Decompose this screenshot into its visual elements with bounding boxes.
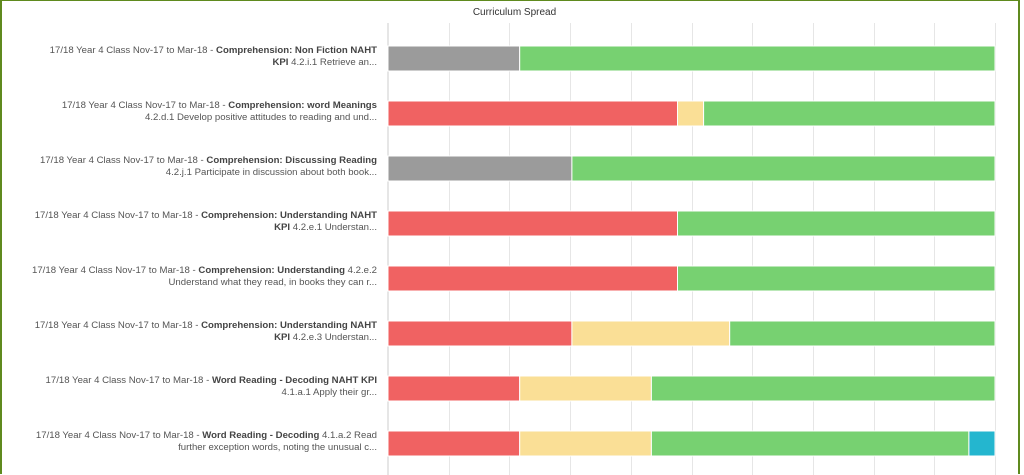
category-label-strand: Comprehension: Understanding NAHT KPI	[201, 210, 377, 233]
bar-segment[interactable]	[677, 210, 996, 237]
category-label: 17/18 Year 4 Class Nov-17 to Mar-18 - Wo…	[32, 375, 377, 399]
bar-segment[interactable]	[387, 265, 678, 292]
category-label-strand: Comprehension: Non Fiction NAHT KPI	[216, 45, 377, 68]
category-label: 17/18 Year 4 Class Nov-17 to Mar-18 - Co…	[32, 100, 377, 124]
category-label-detail: 4.2.e.1 Understan...	[290, 222, 377, 233]
category-label: 17/18 Year 4 Class Nov-17 to Mar-18 - Co…	[32, 45, 377, 69]
bar-segment[interactable]	[650, 375, 996, 402]
category-label-prefix: 17/18 Year 4 Class Nov-17 to Mar-18 -	[40, 155, 207, 166]
category-label-prefix: 17/18 Year 4 Class Nov-17 to Mar-18 -	[61, 100, 229, 111]
bar-segment[interactable]	[519, 430, 652, 457]
bar-segment[interactable]	[703, 100, 996, 127]
category-label-detail: 4.2.e.3 Understan...	[290, 332, 377, 343]
bar-segment[interactable]	[387, 320, 573, 347]
category-label-prefix: 17/18 Year 4 Class Nov-17 to Mar-18 -	[49, 45, 217, 56]
bar-segment[interactable]	[387, 375, 521, 402]
chart-title: Curriculum Spread	[472, 7, 557, 18]
category-label: 17/18 Year 4 Class Nov-17 to Mar-18 - Wo…	[32, 430, 377, 454]
category-label-detail: 4.2.j.1 Participate in discussion about …	[165, 167, 377, 178]
category-label-detail: 4.1.a.2 Read further exception words, no…	[178, 430, 377, 453]
category-label-strand: Word Reading - Decoding	[202, 430, 320, 441]
bar-segment[interactable]	[571, 320, 731, 347]
category-label: 17/18 Year 4 Class Nov-17 to Mar-18 - Co…	[32, 210, 377, 234]
bar-segment[interactable]	[519, 375, 652, 402]
category-label: 17/18 Year 4 Class Nov-17 to Mar-18 - Co…	[32, 320, 377, 344]
bar-segment[interactable]	[387, 210, 678, 237]
category-label-detail: 4.2.d.1 Develop positive attitudes to re…	[144, 112, 377, 123]
category-label-prefix: 17/18 Year 4 Class Nov-17 to Mar-18 -	[35, 430, 203, 441]
category-label-detail: 4.2.i.1 Retrieve an...	[288, 57, 377, 68]
bar-segment[interactable]	[677, 100, 705, 127]
category-label-strand: Word Reading - Decoding NAHT KPI	[211, 375, 377, 386]
bar-segment[interactable]	[677, 265, 996, 292]
bar-segment[interactable]	[729, 320, 996, 347]
category-label: 17/18 Year 4 Class Nov-17 to Mar-18 - Co…	[32, 265, 377, 289]
category-label: 17/18 Year 4 Class Nov-17 to Mar-18 - Co…	[32, 155, 377, 179]
category-label-prefix: 17/18 Year 4 Class Nov-17 to Mar-18 -	[34, 210, 202, 221]
bar-segment[interactable]	[387, 100, 678, 127]
bar-segment[interactable]	[968, 430, 996, 457]
category-label-prefix: 17/18 Year 4 Class Nov-17 to Mar-18 -	[45, 375, 212, 386]
category-label-strand: Comprehension: word Meanings	[228, 100, 377, 111]
category-label-strand: Comprehension: Discussing Reading	[206, 155, 377, 166]
bar-segment[interactable]	[387, 45, 521, 72]
bar-segment[interactable]	[650, 430, 970, 457]
category-label-strand: Comprehension: Understanding NAHT KPI	[201, 320, 377, 343]
bar-segment[interactable]	[387, 430, 521, 457]
category-label-detail: 4.1.a.1 Apply their gr...	[281, 387, 377, 398]
category-label-prefix: 17/18 Year 4 Class Nov-17 to Mar-18 -	[34, 320, 202, 331]
category-label-prefix: 17/18 Year 4 Class Nov-17 to Mar-18 -	[32, 265, 199, 276]
category-label-detail: 4.2.e.2 Understand what they read, in bo…	[168, 265, 377, 288]
bar-segment[interactable]	[519, 45, 996, 72]
bar-segment[interactable]	[387, 155, 573, 182]
bar-segment[interactable]	[571, 155, 996, 182]
category-label-strand: Comprehension: Understanding	[198, 265, 345, 276]
